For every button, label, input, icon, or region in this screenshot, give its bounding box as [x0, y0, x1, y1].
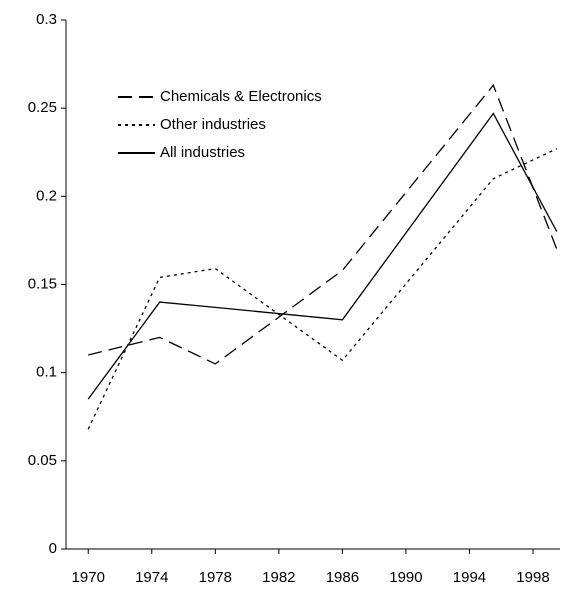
- series-line: [88, 83, 558, 365]
- series-line: [87, 112, 558, 400]
- x-tick-label: 1994: [453, 569, 486, 586]
- legend-label: Other industries: [160, 116, 266, 133]
- legend-label: All industries: [160, 144, 245, 161]
- series-line: [87, 148, 558, 430]
- x-tick-label: 1998: [516, 569, 549, 586]
- x-tick-label: 1990: [389, 569, 422, 586]
- x-tick-label: 1978: [199, 569, 232, 586]
- x-tick-label: 1970: [72, 569, 105, 586]
- y-tick-label: 0: [49, 540, 57, 557]
- y-tick-label: 0.3: [36, 11, 57, 28]
- x-tick-label: 1982: [262, 569, 295, 586]
- y-tick-label: 0.15: [28, 275, 57, 292]
- y-tick-label: 0.2: [36, 187, 57, 204]
- x-tick-label: 1974: [135, 569, 168, 586]
- y-tick-label: 0.1: [36, 364, 57, 381]
- x-tick-label: 1986: [326, 569, 359, 586]
- y-tick-label: 0.05: [28, 452, 57, 469]
- y-tick-label: 0.25: [28, 99, 57, 116]
- legend-label: Chemicals & Electronics: [160, 88, 322, 105]
